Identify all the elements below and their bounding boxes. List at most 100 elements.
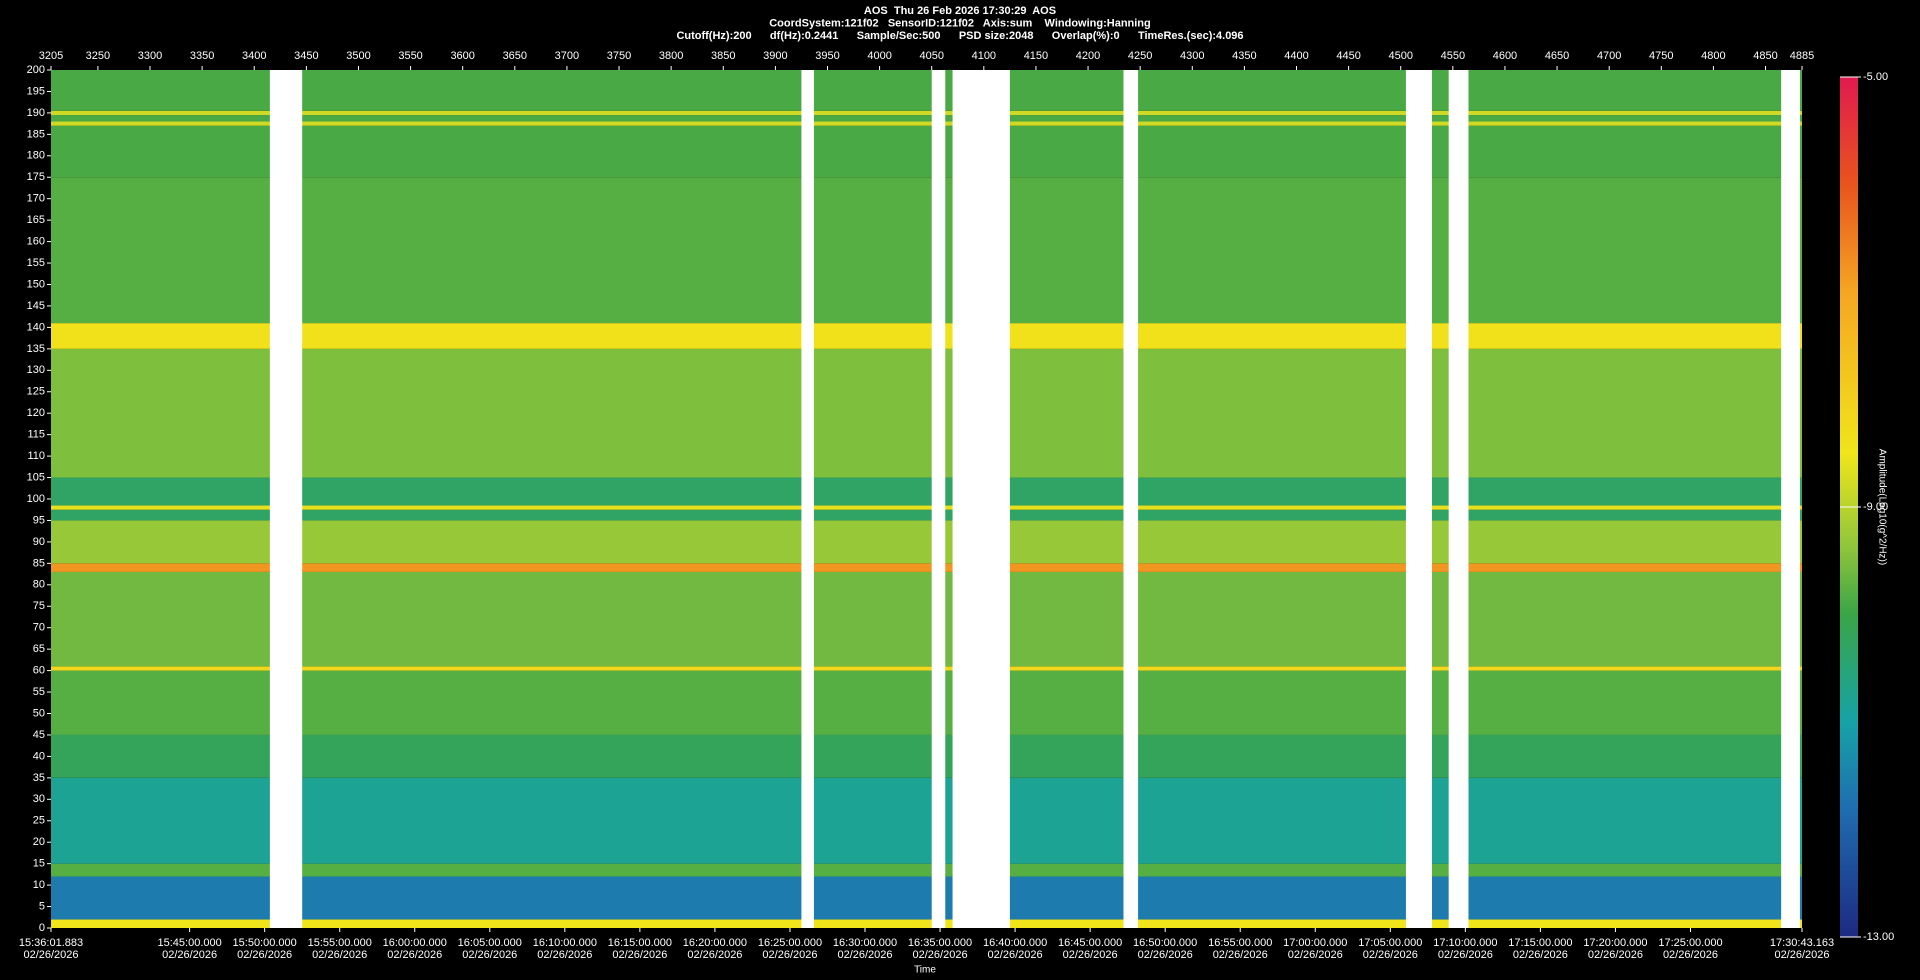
y-tick-label: 75	[33, 600, 45, 612]
colorbar-tick-label: -13.00	[1863, 931, 1894, 943]
time-tick-label: 16:10:00.000	[533, 937, 597, 949]
time-tick-date: 02/26/2026	[988, 949, 1043, 961]
x-tick-label: 3750	[607, 50, 631, 62]
amplitude-band	[51, 509, 1802, 521]
amplitude-band	[51, 520, 1802, 564]
time-tick-label: 15:50:00.000	[233, 937, 297, 949]
time-tick-label: 16:30:00.000	[833, 937, 897, 949]
time-tick-date: 02/26/2026	[687, 949, 742, 961]
y-tick-label: 85	[33, 557, 45, 569]
amplitude-band	[51, 876, 1802, 920]
y-tick-label: 120	[27, 407, 45, 419]
x-tick-label: 3550	[398, 50, 422, 62]
time-tick-date: 02/26/2026	[462, 949, 517, 961]
y-tick-label: 30	[33, 793, 45, 805]
amplitude-band	[51, 670, 1802, 735]
x-tick-label: 4600	[1493, 50, 1517, 62]
y-tick-label: 180	[27, 150, 45, 162]
spectrogram	[51, 70, 1802, 928]
time-tick-label: 16:55:00.000	[1208, 937, 1272, 949]
time-tick-label: 15:45:00.000	[158, 937, 222, 949]
time-tick-date: 02/26/2026	[1288, 949, 1343, 961]
y-tick-label: 40	[33, 750, 45, 762]
time-tick-date: 02/26/2026	[537, 949, 592, 961]
amplitude-band	[51, 571, 1802, 667]
amplitude-band	[51, 323, 1802, 349]
time-tick-label: 17:15:00.000	[1508, 937, 1572, 949]
y-tick-label: 175	[27, 171, 45, 183]
time-tick-date: 02/26/2026	[1063, 949, 1118, 961]
y-tick-label: 50	[33, 707, 45, 719]
y-tick-label: 125	[27, 386, 45, 398]
y-tick-label: 0	[39, 922, 45, 934]
time-tick-date: 02/26/2026	[913, 949, 968, 961]
y-tick-label: 160	[27, 236, 45, 248]
x-tick-label: 4650	[1545, 50, 1569, 62]
chart-title-line: CoordSystem:121f02 SensorID:121f02 Axis:…	[769, 17, 1151, 29]
x-tick-label: 3400	[242, 50, 266, 62]
time-tick-date: 02/26/2026	[387, 949, 442, 961]
x-tick-label: 4450	[1336, 50, 1360, 62]
time-tick-date: 02/26/2026	[1213, 949, 1268, 961]
x-tick-label: 4800	[1701, 50, 1725, 62]
amplitude-band	[51, 177, 1802, 324]
colorbar-label: Amplitude(Log10(g^2/Hz))	[1876, 449, 1887, 565]
x-tick-label: 3450	[294, 50, 318, 62]
y-tick-label: 145	[27, 300, 45, 312]
x-tick-label: 4050	[919, 50, 943, 62]
x-tick-label: 4350	[1232, 50, 1256, 62]
x-tick-label: 3350	[190, 50, 214, 62]
y-tick-label: 155	[27, 257, 45, 269]
chart-title-line: AOS Thu 26 Feb 2026 17:30:29 AOS	[864, 5, 1056, 17]
x-tick-label: 4500	[1388, 50, 1412, 62]
time-tick-date: 02/26/2026	[1363, 949, 1418, 961]
time-tick-label: 17:10:00.000	[1433, 937, 1497, 949]
data-gap	[269, 70, 303, 928]
amplitude-band	[51, 70, 1802, 111]
time-tick-date: 02/26/2026	[762, 949, 817, 961]
y-tick-label: 70	[33, 622, 45, 634]
x-tick-label: 4150	[1024, 50, 1048, 62]
time-tick-label: 16:20:00.000	[683, 937, 747, 949]
chart-title-line: Cutoff(Hz):200 df(Hz):0.2441 Sample/Sec:…	[676, 30, 1243, 42]
x-tick-label: 3300	[138, 50, 162, 62]
time-tick-label: 15:55:00.000	[308, 937, 372, 949]
x-tick-label: 3205	[39, 50, 63, 62]
time-tick-label: 17:05:00.000	[1358, 937, 1422, 949]
x-tick-label: 4550	[1441, 50, 1465, 62]
time-tick-date: 02/26/2026	[1588, 949, 1643, 961]
y-tick-label: 190	[27, 107, 45, 119]
y-tick-label: 170	[27, 193, 45, 205]
amplitude-band	[51, 734, 1802, 778]
x-tick-label: 4700	[1597, 50, 1621, 62]
y-tick-label: 130	[27, 364, 45, 376]
y-tick-label: 135	[27, 343, 45, 355]
y-tick-label: 165	[27, 214, 45, 226]
x-tick-label: 4850	[1753, 50, 1777, 62]
y-tick-label: 140	[27, 321, 45, 333]
colorbar-tick-label: -5.00	[1863, 71, 1888, 83]
amplitude-band	[51, 125, 1802, 178]
time-tick-label: 16:15:00.000	[608, 937, 672, 949]
amplitude-band	[51, 477, 1802, 506]
time-tick-date: 02/26/2026	[612, 949, 667, 961]
time-tick-label: 16:35:00.000	[908, 937, 972, 949]
x-tick-label: 3800	[659, 50, 683, 62]
x-tick-label: 3850	[711, 50, 735, 62]
y-tick-label: 185	[27, 128, 45, 140]
data-gap	[1448, 70, 1469, 928]
y-tick-label: 10	[33, 879, 45, 891]
time-tick-label: 16:45:00.000	[1058, 937, 1122, 949]
time-tick-label: 17:20:00.000	[1583, 937, 1647, 949]
x-tick-label: 4000	[867, 50, 891, 62]
time-tick-date: 02/26/2026	[237, 949, 292, 961]
amplitude-band	[51, 348, 1802, 478]
time-tick-label: 16:40:00.000	[983, 937, 1047, 949]
amplitude-band	[51, 115, 1802, 122]
time-tick-date: 02/26/2026	[837, 949, 892, 961]
y-tick-label: 200	[27, 64, 45, 76]
y-tick-label: 25	[33, 815, 45, 827]
y-tick-label: 45	[33, 729, 45, 741]
amplitude-band	[51, 919, 1802, 928]
